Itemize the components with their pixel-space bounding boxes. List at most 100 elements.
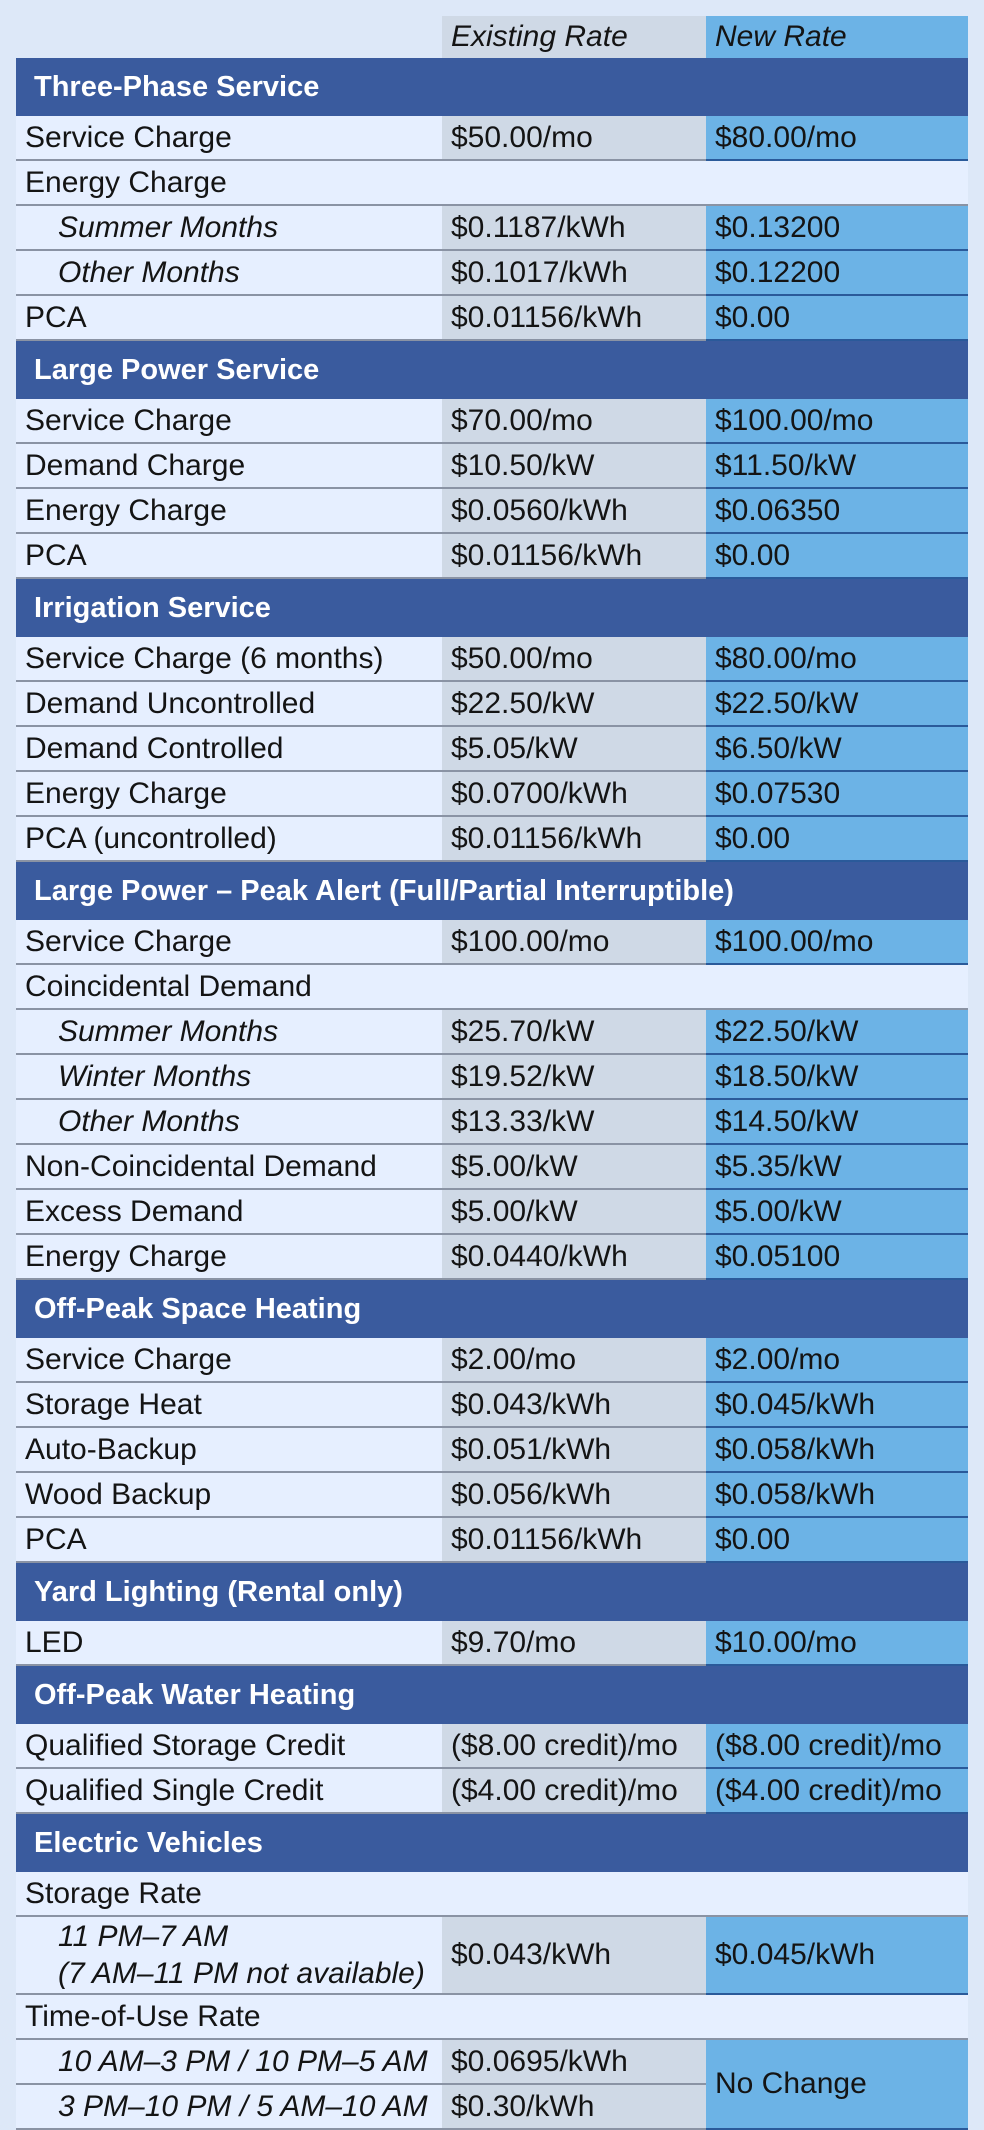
table-row: Demand Controlled $5.05/kW $6.50/kW: [16, 726, 968, 772]
row-label: Energy Charge: [16, 771, 442, 817]
row-label: PCA (uncontrolled): [16, 816, 442, 862]
new-rate: $0.045/kWh: [706, 1382, 968, 1428]
section-three-phase: Three-Phase Service: [16, 58, 968, 116]
row-label: Other Months: [16, 250, 442, 296]
new-rate: $100.00/mo: [706, 399, 968, 444]
row-label: Demand Controlled: [16, 726, 442, 772]
table-row: PCA $0.01156/kWh $0.00: [16, 533, 968, 579]
row-label: LED: [16, 1621, 442, 1666]
row-label: PCA: [16, 533, 442, 579]
row-label: 3 PM–10 PM / 5 AM–10 AM: [16, 2084, 442, 2130]
new-rate: $0.00: [706, 533, 968, 579]
new-rate: $80.00/mo: [706, 116, 968, 161]
row-label: Other Months: [16, 1099, 442, 1145]
group-label: Storage Rate: [16, 1872, 968, 1917]
table-row: Service Charge (6 months) $50.00/mo $80.…: [16, 637, 968, 682]
section-space-heating: Off-Peak Space Heating: [16, 1279, 968, 1338]
table-row: Service Charge $100.00/mo $100.00/mo: [16, 920, 968, 965]
existing-rate: $100.00/mo: [442, 920, 706, 965]
table-row: Service Charge $2.00/mo $2.00/mo: [16, 1338, 968, 1383]
new-rate: $0.058/kWh: [706, 1472, 968, 1518]
existing-rate: $0.0695/kWh: [442, 2039, 706, 2085]
table-row: Demand Charge $10.50/kW $11.50/kW: [16, 443, 968, 489]
table-row: Energy Charge $0.0440/kWh $0.05100: [16, 1234, 968, 1280]
existing-rate: $5.00/kW: [442, 1189, 706, 1235]
rate-table: Existing Rate New Rate Three-Phase Servi…: [16, 16, 968, 2130]
table-row: Storage Heat $0.043/kWh $0.045/kWh: [16, 1382, 968, 1428]
table-row: Other Months $0.1017/kWh $0.12200: [16, 250, 968, 296]
table-row: Demand Uncontrolled $22.50/kW $22.50/kW: [16, 681, 968, 727]
table-row: PCA $0.01156/kWh $0.00: [16, 295, 968, 341]
row-label: Demand Uncontrolled: [16, 681, 442, 727]
existing-rate: $22.50/kW: [442, 681, 706, 727]
group-label: Coincidental Demand: [16, 964, 968, 1010]
table-row: Wood Backup $0.056/kWh $0.058/kWh: [16, 1472, 968, 1518]
table-row: Excess Demand $5.00/kW $5.00/kW: [16, 1189, 968, 1235]
row-label: Service Charge: [16, 1338, 442, 1383]
section-water-heating: Off-Peak Water Heating: [16, 1665, 968, 1724]
new-rate: $22.50/kW: [706, 681, 968, 727]
table-row: 10 AM–3 PM / 10 PM–5 AM $0.0695/kWh No C…: [16, 2039, 968, 2130]
row-label: Non-Coincidental Demand: [16, 1144, 442, 1190]
existing-rate: $0.01156/kWh: [442, 533, 706, 579]
new-rate: $0.06350: [706, 488, 968, 534]
existing-rate: ($8.00 credit)/mo: [442, 1724, 706, 1769]
table-row: Auto-Backup $0.051/kWh $0.058/kWh: [16, 1427, 968, 1473]
row-label: 11 PM–7 AM (7 AM–11 PM not available): [16, 1916, 442, 1995]
existing-rate: $0.30/kWh: [442, 2084, 706, 2130]
row-label: Qualified Single Credit: [16, 1768, 442, 1814]
table-row: LED $9.70/mo $10.00/mo: [16, 1621, 968, 1666]
new-rate: ($8.00 credit)/mo: [706, 1724, 968, 1769]
row-label: Auto-Backup: [16, 1427, 442, 1473]
row-label: Wood Backup: [16, 1472, 442, 1518]
new-rate: $0.00: [706, 295, 968, 341]
new-rate: $0.12200: [706, 250, 968, 296]
section-electric-vehicles: Electric Vehicles: [16, 1813, 968, 1872]
existing-rate: $10.50/kW: [442, 443, 706, 489]
row-label: 10 AM–3 PM / 10 PM–5 AM: [16, 2039, 442, 2085]
row-label: Service Charge: [16, 399, 442, 444]
header-row: Existing Rate New Rate: [16, 16, 968, 58]
existing-rate: $0.056/kWh: [442, 1472, 706, 1518]
new-rate: $6.50/kW: [706, 726, 968, 772]
existing-rate: $5.05/kW: [442, 726, 706, 772]
new-rate: $100.00/mo: [706, 920, 968, 965]
table-row: 11 PM–7 AM (7 AM–11 PM not available) $0…: [16, 1916, 968, 1995]
existing-rate: $9.70/mo: [442, 1621, 706, 1666]
new-rate: $80.00/mo: [706, 637, 968, 682]
section-yard-lighting: Yard Lighting (Rental only): [16, 1562, 968, 1621]
existing-rate: $0.0700/kWh: [442, 771, 706, 817]
new-rate: $10.00/mo: [706, 1621, 968, 1666]
storage-note: (7 AM–11 PM not available): [58, 1957, 425, 1990]
section-irrigation: Irrigation Service: [16, 578, 968, 637]
new-rate: $0.058/kWh: [706, 1427, 968, 1473]
table-row: Summer Months $0.1187/kWh $0.13200: [16, 205, 968, 251]
existing-rate: $13.33/kW: [442, 1099, 706, 1145]
row-label: PCA: [16, 1517, 442, 1563]
existing-rate: $0.043/kWh: [442, 1382, 706, 1428]
existing-rate: ($4.00 credit)/mo: [442, 1768, 706, 1814]
new-rate: ($4.00 credit)/mo: [706, 1768, 968, 1814]
table-row: Service Charge $70.00/mo $100.00/mo: [16, 399, 968, 444]
new-rate: $0.045/kWh: [706, 1916, 968, 1995]
new-rate: $0.13200: [706, 205, 968, 251]
table-row: Summer Months $25.70/kW $22.50/kW: [16, 1009, 968, 1055]
row-label: Winter Months: [16, 1054, 442, 1100]
new-rate: $11.50/kW: [706, 443, 968, 489]
row-label: Summer Months: [16, 205, 442, 251]
row-label: Demand Charge: [16, 443, 442, 489]
row-label: Energy Charge: [16, 1234, 442, 1280]
row-label: Storage Heat: [16, 1382, 442, 1428]
table-row: PCA (uncontrolled) $0.01156/kWh $0.00: [16, 816, 968, 862]
existing-rate: $0.01156/kWh: [442, 1517, 706, 1563]
table-row: Energy Charge $0.0700/kWh $0.07530: [16, 771, 968, 817]
table-row: PCA $0.01156/kWh $0.00: [16, 1517, 968, 1563]
section-peak-alert: Large Power – Peak Alert (Full/Partial I…: [16, 861, 968, 920]
existing-rate: $0.0440/kWh: [442, 1234, 706, 1280]
existing-rate: $50.00/mo: [442, 116, 706, 161]
new-rate: $0.00: [706, 1517, 968, 1563]
row-label: Service Charge: [16, 116, 442, 161]
existing-rate: $25.70/kW: [442, 1009, 706, 1055]
row-label: Excess Demand: [16, 1189, 442, 1235]
table-row: Qualified Storage Credit ($8.00 credit)/…: [16, 1724, 968, 1769]
